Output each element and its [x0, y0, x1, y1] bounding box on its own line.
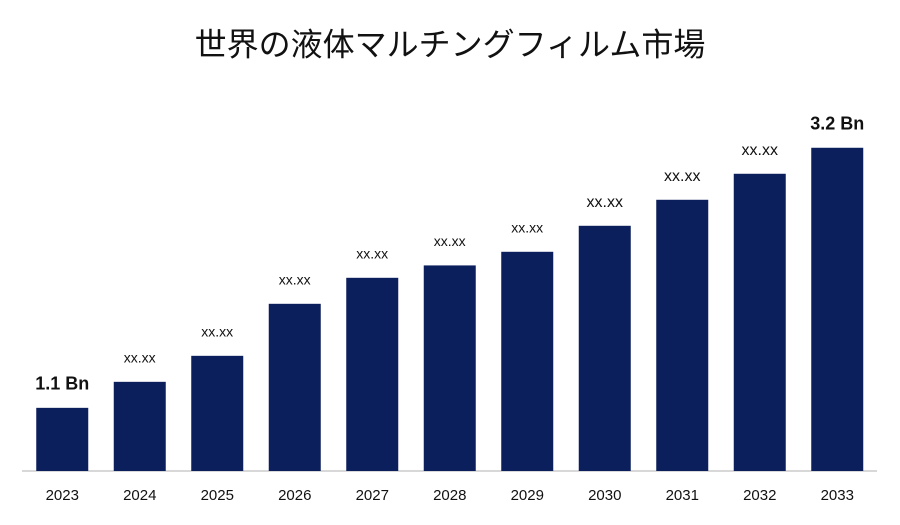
value-label: xx.xx — [587, 194, 623, 211]
value-label: xx.xx — [434, 233, 466, 249]
x-tick-label: 2023 — [46, 487, 79, 504]
bar — [268, 303, 321, 471]
value-label: 1.1 Bn — [35, 374, 89, 394]
bar — [113, 381, 166, 471]
value-label: xx.xx — [279, 272, 311, 288]
x-tick-label: 2033 — [821, 487, 854, 504]
x-tick-label: 2027 — [356, 487, 389, 504]
chart-title: 世界の液体マルチングフィルム市場 — [195, 26, 706, 64]
x-tick-label: 2024 — [123, 487, 156, 504]
value-label: xx.xx — [356, 246, 388, 262]
x-tick-label: 2030 — [588, 487, 621, 504]
bar — [191, 355, 244, 471]
x-tick-label: 2032 — [743, 487, 776, 504]
x-tick-label: 2028 — [433, 487, 466, 504]
bar — [811, 147, 864, 471]
value-label: xx.xx — [124, 350, 156, 366]
x-tick-label: 2029 — [511, 487, 544, 504]
x-tick-label: 2026 — [278, 487, 311, 504]
bar — [578, 225, 631, 471]
x-tick-label: 2031 — [666, 487, 699, 504]
bar — [423, 265, 476, 471]
bar — [656, 199, 709, 472]
bar — [346, 277, 399, 471]
value-label: 3.2 Bn — [810, 114, 864, 134]
bar — [733, 173, 786, 471]
value-label: xx.xx — [511, 220, 543, 236]
bar — [501, 251, 554, 471]
x-tick-label: 2025 — [201, 487, 234, 504]
bar — [36, 407, 89, 471]
value-label: xx.xx — [201, 324, 233, 340]
value-label: xx.xx — [742, 142, 778, 159]
value-label: xx.xx — [664, 168, 700, 185]
